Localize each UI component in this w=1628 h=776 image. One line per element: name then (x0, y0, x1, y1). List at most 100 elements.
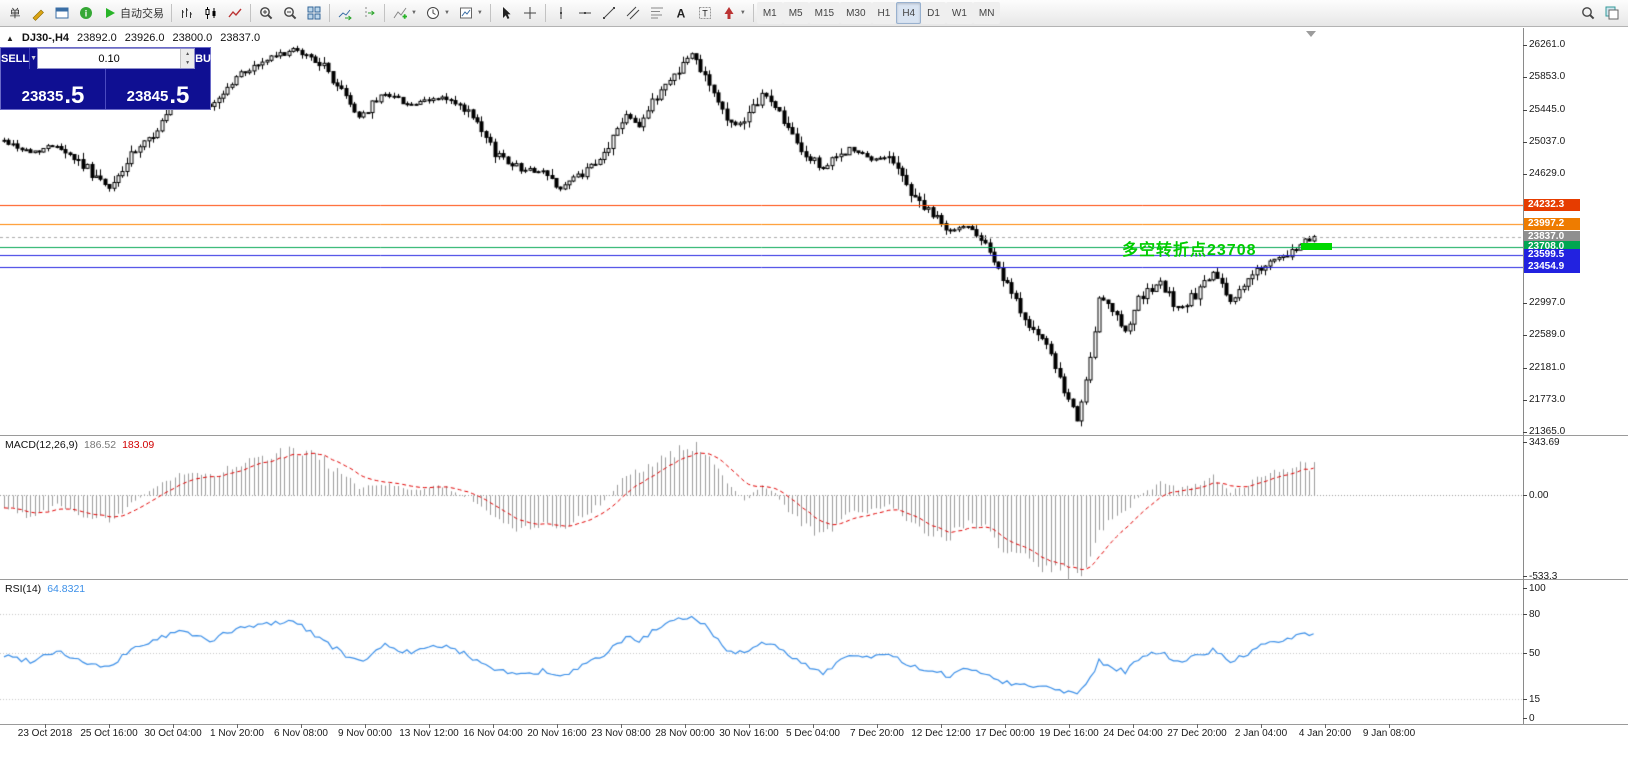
svg-text:A: A (677, 7, 686, 21)
text-icon[interactable]: A (669, 2, 693, 24)
help-icon[interactable]: i (74, 2, 98, 24)
volume-input[interactable] (38, 49, 181, 68)
timeframe-m5-button[interactable]: M5 (782, 2, 809, 24)
timeframe-mn-button[interactable]: MN (972, 2, 1001, 24)
rsi-axis-label: 80 (1529, 609, 1541, 620)
price-axis-label: 26261.0 (1529, 39, 1566, 50)
sell-button[interactable]: 23835.5 (1, 69, 105, 109)
price-axis-label: 21365.0 (1529, 426, 1566, 437)
time-axis-tick (813, 724, 814, 728)
price-axis-label: 25037.0 (1529, 135, 1566, 147)
annotation-line-segment[interactable] (1301, 243, 1332, 250)
price-chart[interactable] (0, 28, 1523, 435)
macd-axis-tick (1523, 576, 1527, 577)
chart-window-icon[interactable] (50, 2, 74, 24)
zoom-out-icon[interactable] (278, 2, 302, 24)
metaeditor-icon[interactable] (26, 2, 50, 24)
line-chart-icon[interactable] (223, 2, 247, 24)
timeframe-d1-button[interactable]: D1 (921, 2, 946, 24)
search-icon[interactable] (1576, 2, 1600, 24)
candlestick-chart-icon[interactable] (199, 2, 223, 24)
volume-down-button[interactable]: ▼ (181, 58, 195, 68)
price-level-badge: 24232.3 (1524, 199, 1580, 212)
layers-icon[interactable] (1600, 2, 1624, 24)
zoom-in-icon-glyph (260, 7, 273, 20)
templates-button[interactable]: ▼ (454, 2, 487, 24)
chart-shift-icon-glyph (365, 7, 375, 19)
rsi-title: RSI(14) (5, 583, 42, 595)
new-order-button[interactable]: 单 (4, 2, 26, 24)
time-axis-tick (1197, 724, 1198, 728)
time-axis-label: 17 Dec 00:00 (975, 728, 1035, 739)
time-axis-tick (1133, 724, 1134, 728)
crosshair-icon[interactable] (518, 2, 542, 24)
indicators-button[interactable]: ▼ (388, 2, 421, 24)
chart-shift-icon[interactable] (357, 2, 381, 24)
rsi-panel-separator[interactable] (0, 579, 1628, 580)
arrows-icon[interactable]: ▼ (717, 2, 750, 24)
time-axis-tick (1005, 724, 1006, 728)
toolbar-separator (752, 4, 754, 22)
price-axis-tick (1523, 432, 1527, 433)
chevron-down-icon: ▼ (739, 10, 746, 16)
vertical-line-icon[interactable] (549, 2, 573, 24)
timeframe-m15-button[interactable]: M15 (808, 2, 841, 24)
time-axis-tick (749, 724, 750, 728)
cursor-icon-glyph (502, 7, 511, 19)
autoscroll-icon[interactable] (333, 2, 357, 24)
rsi-indicator-chart[interactable] (0, 580, 1523, 724)
timeframe-h1-button[interactable]: H1 (871, 2, 897, 24)
price-axis-tick (1523, 335, 1527, 336)
trendline-icon[interactable] (597, 2, 621, 24)
time-axis-label: 27 Dec 20:00 (1167, 728, 1227, 739)
timeframe-m1-button[interactable]: M1 (756, 2, 783, 24)
time-axis-label: 13 Nov 12:00 (399, 728, 459, 739)
time-axis-label: 6 Nov 08:00 (274, 728, 328, 739)
time-axis-label: 12 Dec 12:00 (911, 728, 971, 739)
buy-tab[interactable]: BUY (195, 52, 219, 65)
label-icon-glyph: T (698, 7, 711, 19)
macd-axis-label: 343.69 (1529, 437, 1560, 448)
svg-text:i: i (85, 9, 88, 19)
volume-stepper: ▲ ▼ (180, 49, 195, 68)
timeframe-h4-button[interactable]: H4 (896, 2, 922, 24)
macd-indicator-chart[interactable] (0, 436, 1523, 579)
sell-tab[interactable]: SELL (1, 52, 30, 65)
cursor-icon[interactable] (494, 2, 518, 24)
metaeditor-icon-glyph (32, 9, 44, 21)
time-axis-label: 20 Nov 16:00 (527, 728, 587, 739)
autotrading-button-glyph (106, 8, 115, 18)
chart-shift-marker-icon[interactable] (1306, 31, 1316, 37)
label-icon[interactable]: T (693, 2, 717, 24)
macd-panel-separator[interactable] (0, 435, 1628, 436)
time-axis-line (0, 724, 1628, 725)
buy-price-fraction: .5 (169, 82, 190, 109)
price-axis-tick (1523, 303, 1527, 304)
time-axis-tick (1261, 724, 1262, 728)
time-axis-tick (1389, 724, 1390, 728)
autotrading-button[interactable]: 自动交易 (98, 2, 168, 24)
time-axis-tick (1325, 724, 1326, 728)
buy-button[interactable]: 23845.5 (106, 69, 210, 109)
timeframe-w1-button[interactable]: W1 (945, 2, 973, 24)
time-axis-label: 7 Dec 20:00 (850, 728, 904, 739)
fibonacci-icon[interactable] (645, 2, 669, 24)
horizontal-line-icon[interactable] (573, 2, 597, 24)
periods-button-glyph (426, 7, 439, 19)
rsi-axis-label: 15 (1529, 693, 1541, 705)
bar-chart-icon[interactable] (175, 2, 199, 24)
macd-label: MACD(12,26,9) 186.52 183.09 (5, 439, 154, 451)
equidistant-channel-icon[interactable] (621, 2, 645, 24)
chart-active-marker: ▲ (6, 33, 14, 43)
periods-button[interactable]: ▼ (421, 2, 454, 24)
rsi-axis-label: 0 (1529, 713, 1535, 724)
annotation-text[interactable]: 多空转折点23708 (1122, 242, 1257, 259)
timeframe-m30-button[interactable]: M30 (840, 2, 872, 24)
time-axis-label: 9 Nov 00:00 (338, 728, 392, 739)
zoom-in-icon[interactable] (254, 2, 278, 24)
volume-up-button[interactable]: ▲ (181, 49, 195, 59)
volume-dropdown-button[interactable]: ▼ (29, 48, 37, 69)
equidistant-channel-icon-glyph (626, 6, 640, 20)
tile-windows-icon[interactable] (302, 2, 326, 24)
time-axis-label: 5 Dec 04:00 (786, 728, 840, 739)
